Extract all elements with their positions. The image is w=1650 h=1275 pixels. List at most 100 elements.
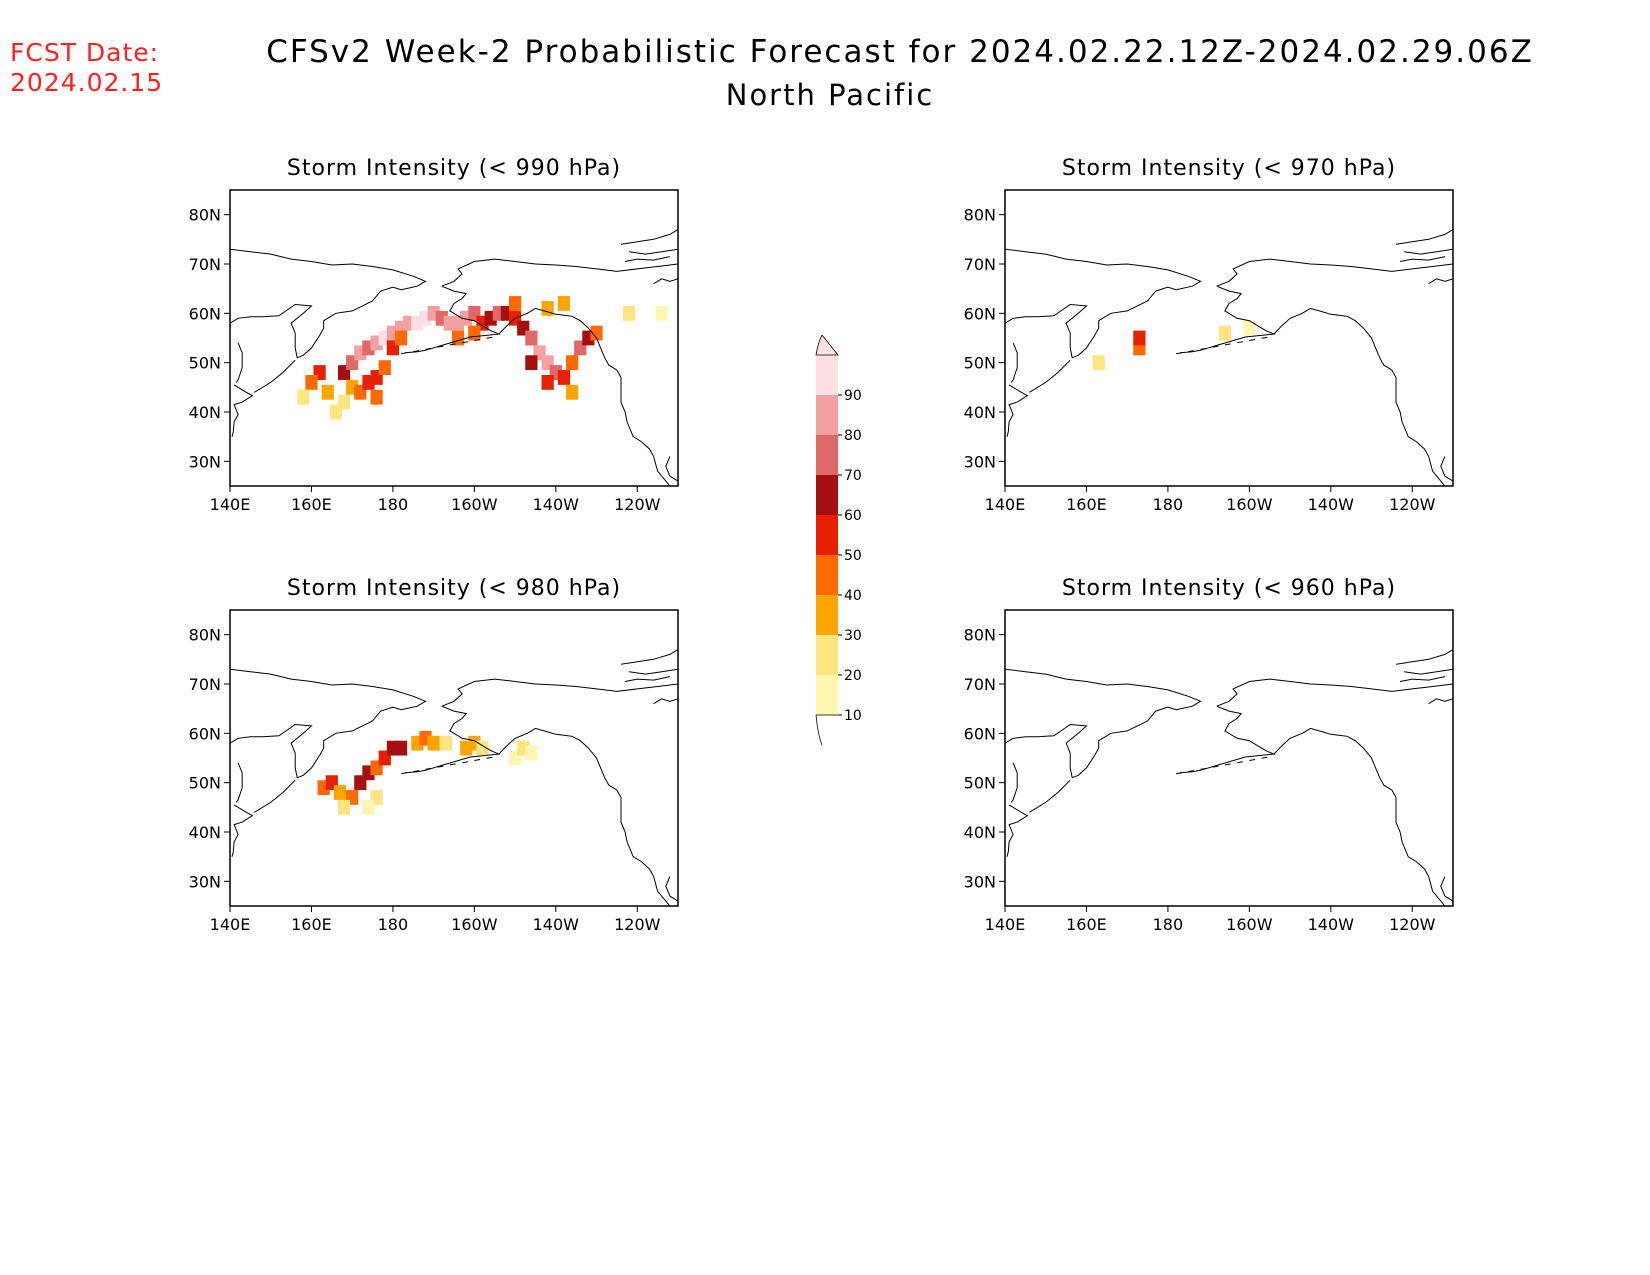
page-subtitle: North Pacific [725,78,935,112]
aleutian-island [1249,758,1256,761]
probability-cell [1243,320,1256,336]
coastline [1440,876,1453,902]
coastline [1005,248,1202,359]
map-frame [1004,189,1454,487]
colorbar-swatch [816,555,838,595]
coastline [1005,668,1202,779]
coastline [1273,727,1430,877]
lat-tick-label: 30N [964,452,996,471]
lat-tick-label: 40N [964,403,996,422]
aleutian-island [1212,765,1219,768]
aleutian-island [474,758,481,761]
forecast-date-label: FCST Date: [10,38,160,67]
lon-tick-label: 120W [1389,915,1436,934]
colorbar-swatch [816,675,838,715]
coastline [1395,649,1453,665]
lat-tick-label: 70N [189,675,221,694]
coastline [1029,779,1071,813]
aleutian-island [425,347,432,350]
forecast-date-value: 2024.02.15 [10,68,164,97]
aleutian-island [462,341,468,344]
lat-tick-label: 70N [964,255,996,274]
probability-cell [525,745,538,761]
lon-tick-label: 180 [378,915,409,934]
coastline [1400,676,1446,682]
lon-tick-label: 120W [614,915,661,934]
lat-tick-label: 60N [189,304,221,323]
coastline [1428,876,1446,906]
coastline [230,248,427,359]
aleutian-island [437,765,444,768]
lat-tick-label: 50N [189,774,221,793]
probability-cell [1133,330,1146,346]
aleutian-island [400,772,407,775]
lon-tick-label: 140W [1308,495,1355,514]
colorbar-cap-bottom [815,714,838,746]
coastline [441,258,678,287]
lon-tick-label: 160E [291,495,332,514]
coastline [235,762,243,803]
lat-tick-label: 70N [964,675,996,694]
coastline [230,668,427,779]
probability-cell [468,325,481,341]
coastline [1400,256,1446,262]
lon-tick-label: 160E [291,915,332,934]
probability-cell [525,330,538,346]
probability-cell [508,296,522,311]
lon-tick-label: 140W [533,495,580,514]
colorbar-swatch [816,475,838,515]
colorbar-label: 50 [844,548,862,564]
coastline [254,779,296,813]
coastline [629,248,678,255]
coastline [653,456,671,486]
lon-tick-label: 140W [533,915,580,934]
lat-tick-label: 50N [964,774,996,793]
lon-tick-label: 160W [451,495,498,514]
aleutian-island [400,352,407,355]
probability-cell [623,305,636,321]
lon-tick-label: 160W [1226,495,1273,514]
lon-tick-label: 120W [614,495,661,514]
colorbar-swatch [816,635,838,675]
aleutian-island [437,345,444,348]
coastline [665,456,678,482]
lon-tick-label: 120W [1389,495,1436,514]
map-frame [1004,609,1454,907]
lon-tick-label: 140E [210,915,251,934]
map-svg: Storm Intensity (< 960 hPa) 80N 70N 60N 50N 4… [964,576,1454,934]
page-title: CFSv2 Week-2 Probabilistic Forecast for … [266,34,1534,70]
panel-title: Storm Intensity (< 990 hPa) [287,156,621,181]
coastline [1180,285,1276,354]
coastline [498,307,655,457]
coastline [1440,456,1453,482]
lon-tick-label: 160E [1066,915,1107,934]
probability-cell [566,355,579,371]
aleutian-island [1200,347,1207,350]
lon-tick-label: 140W [1308,915,1355,934]
probability-cell [362,799,375,815]
aleutian-island [413,770,420,773]
aleutian-island [1261,336,1268,339]
coastline [1216,258,1453,287]
coastline [620,649,678,665]
probability-cell [476,740,489,756]
colorbar-cap-top [815,334,839,356]
panel-title: Storm Intensity (< 980 hPa) [287,576,621,601]
lat-tick-label: 30N [964,872,996,891]
lat-tick-label: 80N [964,206,996,225]
aleutian-island [1237,341,1243,344]
aleutian-island [425,767,432,770]
aleutian-island [413,350,420,353]
probability-cell [321,384,334,400]
probability-cell [566,384,579,400]
coastline [1010,762,1018,803]
coastline [629,668,678,675]
coastline [235,342,243,383]
lat-tick-label: 80N [964,626,996,645]
aleutian-island [474,338,481,341]
probability-cell [337,799,351,815]
coastline [254,359,296,393]
lon-tick-label: 160W [451,915,498,934]
probability-cell [329,404,342,420]
aleutian-island [486,336,493,339]
